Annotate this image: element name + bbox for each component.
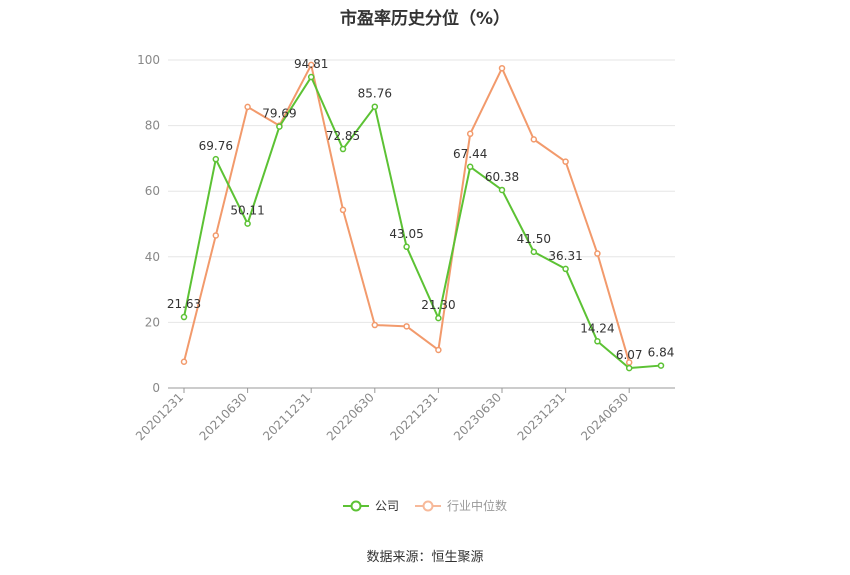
company-point [180,313,188,321]
y-tick-label: 80 [145,119,160,133]
legend-item-company[interactable]: 公司 [342,497,399,514]
legend: 公司 行业中位数 [0,497,850,514]
company-point [244,220,251,227]
company-point [562,265,569,273]
y-tick-label: 0 [152,381,160,395]
x-tick-label: 20201231 [133,390,186,443]
company-data-label: 85.76 [358,87,392,101]
y-tick-label: 40 [145,250,160,264]
series-lines [180,61,665,372]
legend-label-industry-median: 行业中位数 [447,499,508,513]
legend-item-industry-median[interactable]: 行业中位数 [415,497,507,514]
company-data-label: 43.05 [389,227,423,241]
company-point [339,145,347,153]
company-point [625,364,633,372]
company-point [276,123,283,130]
data-labels: 21.63 69.76 50.11 79.69 94.81 72.85 85.76 43.05… [167,57,675,362]
company-data-label: 6.07 [616,348,643,362]
company-data-label: 41.50 [517,232,551,246]
company-data-label: 21.63 [167,297,201,311]
industry-median-point [244,103,251,111]
data-source: 数据来源：恒生聚源 [366,550,484,565]
chart-title: 市盈率历史分位（%） [339,9,511,29]
industry-median-point [371,321,379,329]
industry-median-point [562,158,569,165]
x-tick-label: 20230630 [451,390,504,443]
company-data-label: 14.24 [580,321,614,335]
x-tick-label: 20221231 [387,390,440,443]
grid-lines [168,59,675,323]
company-data-label: 69.76 [199,139,233,153]
industry-median-point [498,64,506,72]
company-point [530,248,538,256]
company-data-label: 79.69 [262,107,296,121]
x-tick-label: 20210630 [197,390,250,443]
company-point [212,155,220,163]
company-data-label: 67.44 [453,147,487,161]
x-tick-label: 20211231 [260,390,313,443]
industry-median-point [339,206,347,214]
industry-median-point [403,323,410,330]
company-data-label: 72.85 [326,129,360,143]
industry-median-point [435,346,442,354]
industry-median-point [212,232,220,239]
y-tick-label: 60 [145,184,160,198]
y-tick-label: 20 [145,315,160,329]
company-point [466,163,474,171]
company-point [403,243,410,251]
company-line [183,76,662,370]
company-point [435,314,442,322]
y-tick-label: 100 [137,53,160,67]
company-point [657,362,665,369]
company-data-label: 36.31 [548,249,582,263]
legend-company-marker [342,500,369,511]
company-point [594,338,601,345]
company-data-label: 50.11 [230,204,264,218]
x-tick-label: 20231231 [515,390,568,443]
industry-median-point [594,250,601,257]
company-point [498,186,506,194]
industry-median-point [307,61,315,69]
company-point [371,103,379,110]
industry-median-point [180,358,188,366]
company-data-label: 60.38 [485,170,519,184]
x-tick-label: 20240630 [578,390,631,443]
legend-industry-marker [415,500,441,511]
company-data-label: 6.84 [648,346,675,360]
industry-median-point [530,136,538,143]
industry-median-point [466,130,474,138]
company-data-label: 21.30 [421,298,455,312]
legend-label-company: 公司 [374,499,399,513]
company-data-label: 94.81 [294,57,328,71]
x-tick-label: 20220630 [324,390,377,443]
company-point [307,73,315,81]
